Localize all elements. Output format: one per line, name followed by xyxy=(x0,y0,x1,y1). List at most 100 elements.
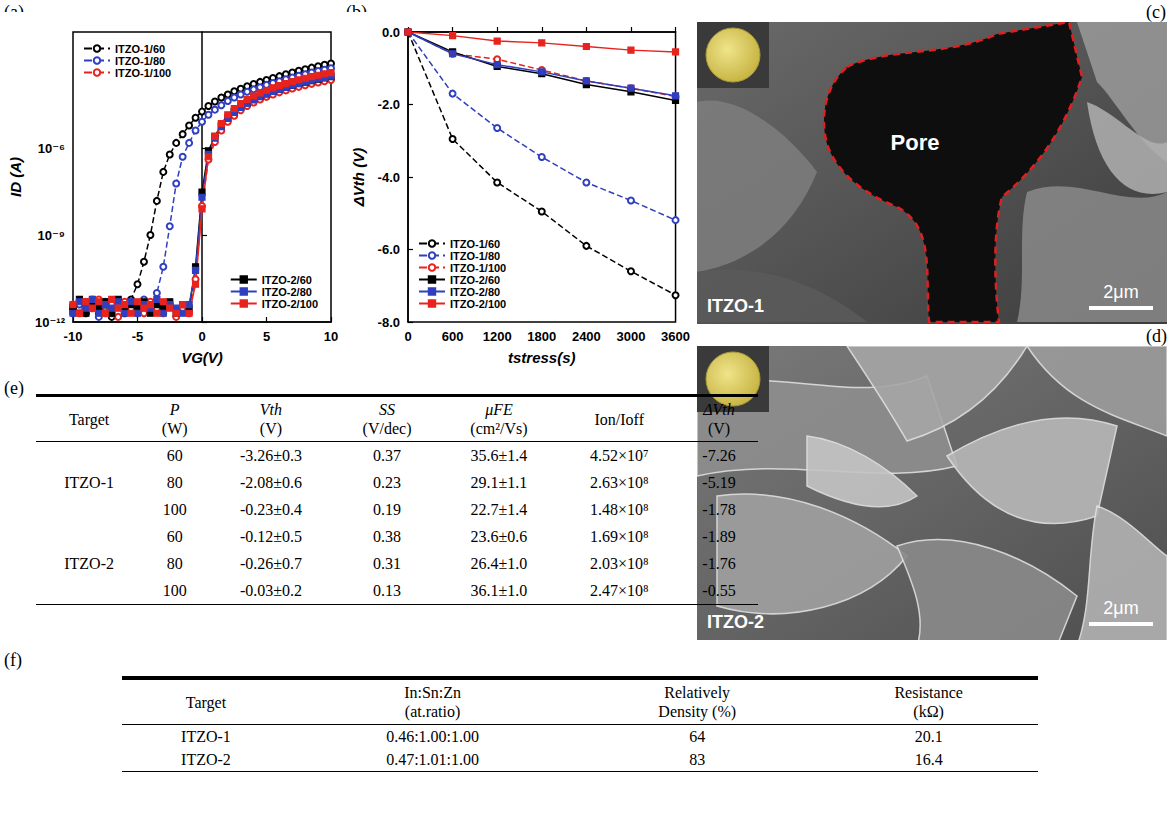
svg-text:ITZO-1/80: ITZO-1/80 xyxy=(115,55,165,67)
html-text:0.38: 0.38 xyxy=(373,528,401,545)
html-text:2.03×10⁸: 2.03×10⁸ xyxy=(589,555,649,572)
html-text:In:Sn:Zn: In:Sn:Zn xyxy=(404,684,461,701)
svg-text:VG(V): VG(V) xyxy=(181,349,223,366)
html-text:-0.12±0.5: -0.12±0.5 xyxy=(239,528,302,545)
svg-text:3000: 3000 xyxy=(616,329,645,344)
html-text:-3.26±0.3: -3.26±0.3 xyxy=(239,447,302,464)
html-text:Relatively: Relatively xyxy=(664,684,731,701)
html-text:60: 60 xyxy=(166,447,183,464)
html-text:μFE: μFE xyxy=(485,401,513,418)
svg-text:ID (A): ID (A) xyxy=(7,157,24,197)
html-text:(b): (b) xyxy=(346,2,367,22)
html-text:-7.26: -7.26 xyxy=(702,447,736,464)
svg-text:0.0: 0.0 xyxy=(382,25,400,40)
svg-text:ITZO-1/80: ITZO-1/80 xyxy=(450,250,500,262)
html-text:-1.78: -1.78 xyxy=(702,501,736,518)
svg-text:10⁻¹²: 10⁻¹² xyxy=(35,315,66,330)
html-text:22.7±1.4: 22.7±1.4 xyxy=(470,501,528,518)
html-text:(W): (W) xyxy=(161,420,188,437)
html-text:0.23: 0.23 xyxy=(373,474,401,491)
svg-text:-10: -10 xyxy=(64,329,83,344)
svg-text:10⁻⁶: 10⁻⁶ xyxy=(38,141,65,156)
svg-text:ITZO-1: ITZO-1 xyxy=(707,296,764,316)
html-text:2.63×10⁸: 2.63×10⁸ xyxy=(589,474,649,491)
svg-text:0: 0 xyxy=(404,329,411,344)
html-text:100: 100 xyxy=(162,582,187,599)
html-text:-0.55: -0.55 xyxy=(702,582,736,599)
html-text:60: 60 xyxy=(166,528,183,545)
svg-text:2μm: 2μm xyxy=(1103,598,1138,618)
html-text:(V): (V) xyxy=(707,420,731,437)
html-text:ITZO-1: ITZO-1 xyxy=(64,474,114,491)
svg-text:ITZO-2: ITZO-2 xyxy=(707,612,764,632)
svg-text:Pore: Pore xyxy=(891,130,940,155)
svg-text:2400: 2400 xyxy=(572,329,601,344)
html-text:(V): (V) xyxy=(259,420,283,437)
html-text:0.37: 0.37 xyxy=(373,447,401,464)
svg-text:2μm: 2μm xyxy=(1103,282,1138,302)
html-text:-2.08±0.6: -2.08±0.6 xyxy=(239,474,302,491)
svg-text:10: 10 xyxy=(324,329,338,344)
svg-text:-8.0: -8.0 xyxy=(378,315,400,330)
svg-text:0: 0 xyxy=(198,329,205,344)
svg-text:5: 5 xyxy=(263,329,270,344)
svg-text:10⁻⁹: 10⁻⁹ xyxy=(38,228,66,243)
svg-text:1800: 1800 xyxy=(527,329,556,344)
html-text:ITZO-2: ITZO-2 xyxy=(64,555,114,572)
html-text:80: 80 xyxy=(166,555,183,572)
html-text:0.13: 0.13 xyxy=(373,582,401,599)
html-text:(V/dec): (V/dec) xyxy=(362,420,412,437)
svg-text:ITZO-1/60: ITZO-1/60 xyxy=(115,43,165,55)
html-text:29.1±1.1: 29.1±1.1 xyxy=(470,474,528,491)
html-text:-0.26±0.7: -0.26±0.7 xyxy=(239,555,302,572)
svg-text:ITZO-2/80: ITZO-2/80 xyxy=(450,286,500,298)
html-text:-5.19: -5.19 xyxy=(702,474,736,491)
html-text:0.31: 0.31 xyxy=(373,555,401,572)
html-text:-1.76: -1.76 xyxy=(702,555,736,572)
html-text:80: 80 xyxy=(166,474,183,491)
html-text:36.1±1.0: 36.1±1.0 xyxy=(470,582,528,599)
svg-text:ITZO-1/100: ITZO-1/100 xyxy=(450,262,506,274)
svg-text:-5: -5 xyxy=(132,329,144,344)
html-text:1.48×10⁸: 1.48×10⁸ xyxy=(589,501,649,518)
svg-text:tstress(s): tstress(s) xyxy=(508,349,576,366)
html-text:0.19: 0.19 xyxy=(373,501,401,518)
html-text:(d): (d) xyxy=(1146,326,1167,346)
html-text:2.47×10⁸: 2.47×10⁸ xyxy=(589,582,649,599)
html-text:35.6±1.4: 35.6±1.4 xyxy=(470,447,528,464)
html-text:Density (%): Density (%) xyxy=(658,703,737,720)
html-text:-1.89: -1.89 xyxy=(702,528,736,545)
svg-text:ITZO-1/100: ITZO-1/100 xyxy=(115,67,171,79)
svg-text:ITZO-2/100: ITZO-2/100 xyxy=(450,298,506,310)
svg-text:ITZO-2/80: ITZO-2/80 xyxy=(262,286,312,298)
html-text:Target: Target xyxy=(69,410,110,428)
html-text:23.6±0.6: 23.6±0.6 xyxy=(470,528,528,545)
html-text:-0.23±0.4: -0.23±0.4 xyxy=(239,501,302,518)
svg-text:3600: 3600 xyxy=(661,329,690,344)
html-text:(e): (e) xyxy=(4,378,24,398)
html-text:-0.03±0.2: -0.03±0.2 xyxy=(239,582,302,599)
svg-text:ITZO-1/60: ITZO-1/60 xyxy=(450,238,500,250)
svg-text:ITZO-2/100: ITZO-2/100 xyxy=(262,298,318,310)
html-text:Vth: Vth xyxy=(259,401,283,418)
svg-text:600: 600 xyxy=(442,329,464,344)
html-text:(cm²/Vs): (cm²/Vs) xyxy=(470,420,528,437)
html-text:1.69×10⁸: 1.69×10⁸ xyxy=(589,528,649,545)
html-text:4.52×10⁷: 4.52×10⁷ xyxy=(589,447,649,464)
svg-text:ITZO-2/60: ITZO-2/60 xyxy=(450,274,500,286)
html-text:Target: Target xyxy=(185,693,227,711)
svg-text:1200: 1200 xyxy=(483,329,512,344)
svg-text:ITZO-2/60: ITZO-2/60 xyxy=(262,274,312,286)
svg-text:-6.0: -6.0 xyxy=(378,242,400,257)
svg-text:-4.0: -4.0 xyxy=(378,170,400,185)
svg-text:ΔVth (V): ΔVth (V) xyxy=(350,148,367,207)
html-text:100: 100 xyxy=(162,501,187,518)
html-text:ΔVth: ΔVth xyxy=(703,401,735,418)
html-text:26.4±1.0: 26.4±1.0 xyxy=(470,555,528,572)
svg-text:-2.0: -2.0 xyxy=(378,97,400,112)
html-text:(a): (a) xyxy=(4,2,24,22)
html-text:(at.ratio): (at.ratio) xyxy=(404,703,461,720)
html-text:Ion/Ioff: Ion/Ioff xyxy=(594,410,644,428)
html-text:(c): (c) xyxy=(1146,2,1166,22)
html-text:(f): (f) xyxy=(4,650,22,670)
